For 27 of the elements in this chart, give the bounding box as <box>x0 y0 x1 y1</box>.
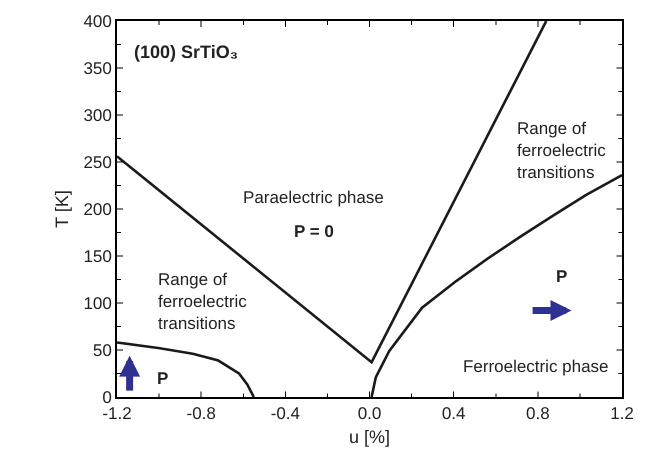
annotation: Range of ferroelectric transitions <box>517 119 606 182</box>
x-tick-label: 0.4 <box>442 404 466 424</box>
y-tick-label: 350 <box>83 58 112 78</box>
annotation: (100) SrTiO₃ <box>134 42 238 62</box>
x-tick-label: -0.4 <box>270 404 300 424</box>
annotation: P <box>556 267 568 286</box>
y-tick-label: 150 <box>83 246 112 266</box>
line-series <box>117 341 256 397</box>
y-tick-label: 300 <box>83 106 112 125</box>
annotation: Paraelectric phase <box>243 188 384 207</box>
y-tick-label: 250 <box>83 152 112 172</box>
annotation: Range of ferroelectric transitions <box>158 270 248 334</box>
x-tick-label: 0.0 <box>358 404 382 424</box>
y-tick-label: 0 <box>102 388 112 407</box>
y-tick-label: 100 <box>83 294 112 313</box>
y-axis-title: T [K] <box>52 190 72 228</box>
annotation: Ferroelectric phase <box>463 357 609 376</box>
x-axis-title: u [%] <box>348 426 390 447</box>
x-tick-label: -1.2 <box>102 404 132 424</box>
y-tick-label: 50 <box>92 340 112 360</box>
x-tick-label: 1.2 <box>610 404 634 424</box>
annotation: P <box>157 369 168 388</box>
y-tick-label: 200 <box>83 200 112 219</box>
y-tick-label: 400 <box>83 12 112 31</box>
x-tick-label: -0.8 <box>186 404 216 424</box>
annotation: P = 0 <box>294 222 334 241</box>
x-tick-label: 0.8 <box>526 404 550 424</box>
